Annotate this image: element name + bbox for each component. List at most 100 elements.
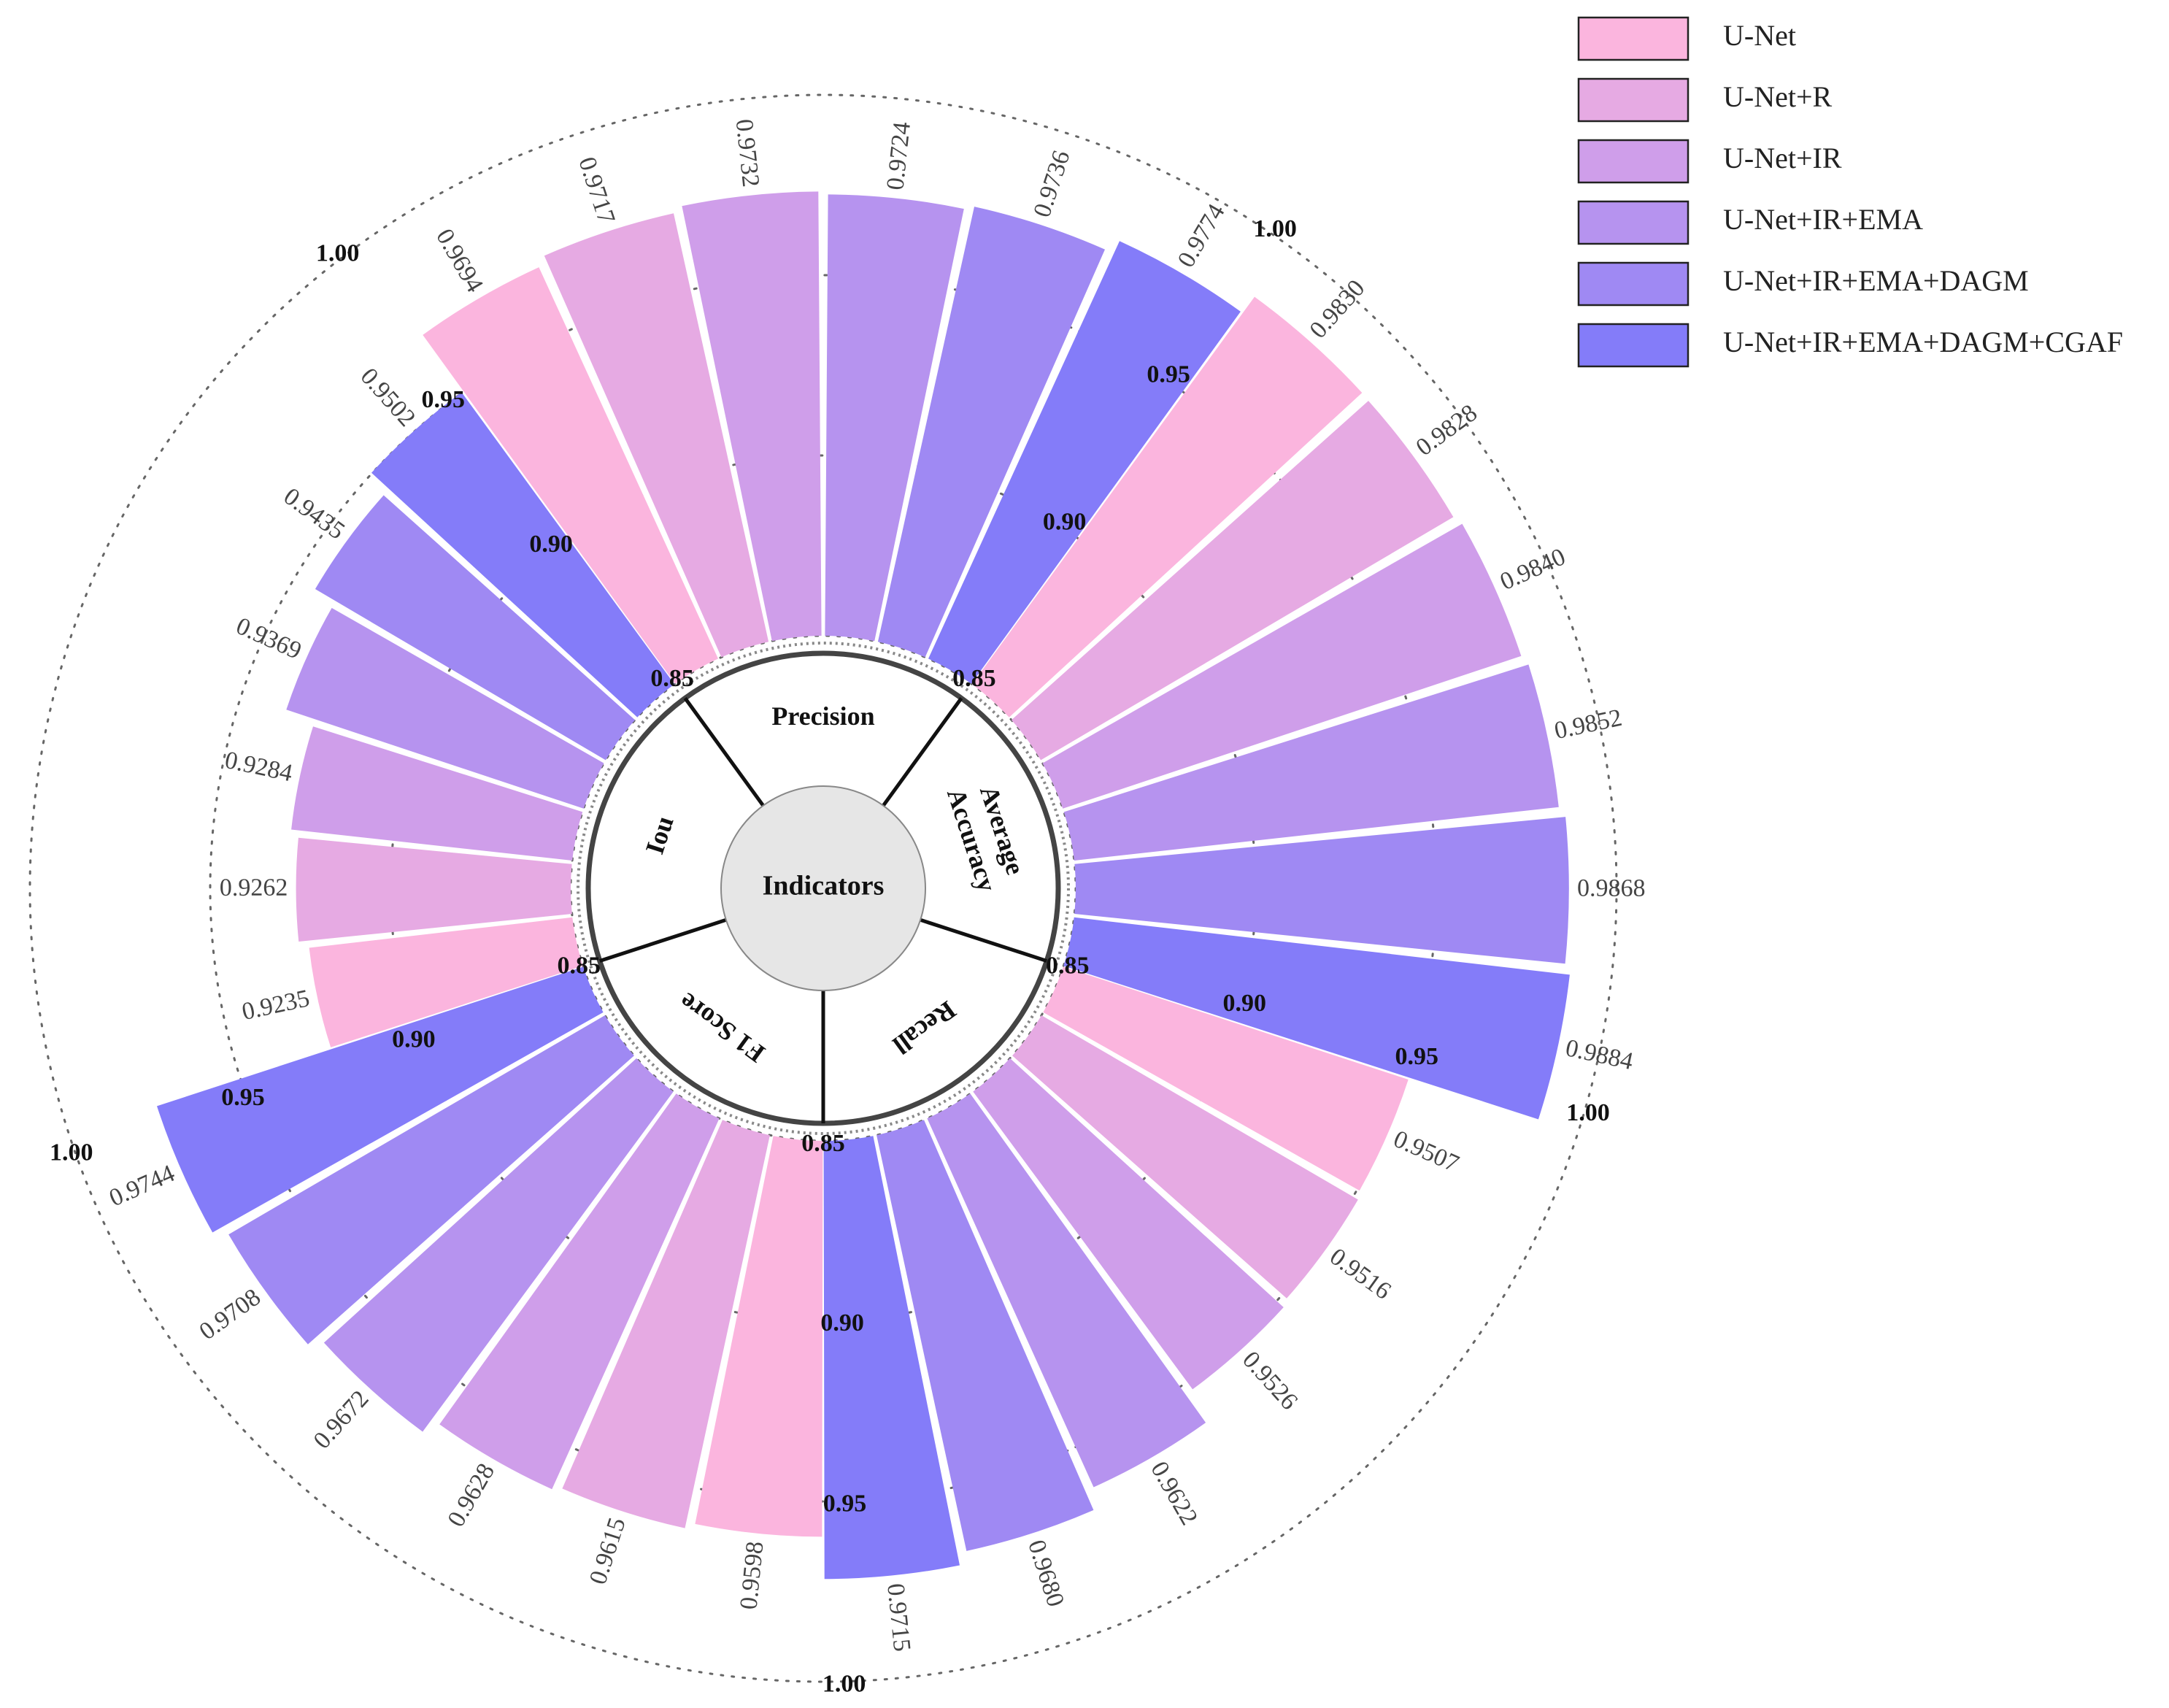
legend-swatch: [1577, 16, 1690, 61]
value-label: 0.9262: [220, 874, 288, 901]
value-label: 0.9744: [105, 1160, 178, 1212]
value-label: 0.9507: [1390, 1126, 1463, 1178]
bar-recall-5: [823, 1136, 960, 1580]
value-label: 0.9235: [239, 985, 312, 1026]
tick-label: 1.00: [50, 1139, 93, 1166]
legend-swatch: [1577, 139, 1690, 184]
tick-label: 0.85: [1046, 953, 1090, 980]
bar-precision-5: [928, 241, 1241, 684]
value-label: 0.9830: [1305, 274, 1371, 343]
value-label: 0.9694: [431, 224, 488, 296]
bar-recall-0: [1043, 966, 1409, 1191]
value-label: 0.9526: [1237, 1346, 1303, 1415]
tick-label: 1.00: [1566, 1099, 1610, 1126]
value-label: 0.9672: [309, 1385, 374, 1454]
value-label: 0.9615: [585, 1515, 631, 1588]
grid-circle-3: [28, 93, 1618, 1683]
tick-label: 0.90: [529, 531, 573, 558]
value-label: 0.9724: [882, 120, 916, 191]
bar-iou-3: [286, 607, 604, 809]
bar-f1-score-2: [439, 1093, 720, 1490]
tick-label: 0.95: [421, 386, 465, 413]
bar-precision-4: [877, 207, 1105, 658]
value-label: 0.9435: [279, 483, 350, 545]
bar-recall-4: [877, 1120, 1094, 1551]
sector-divider: [920, 918, 1047, 963]
value-label: 0.9736: [1028, 147, 1075, 220]
value-label: 0.9852: [1552, 704, 1625, 745]
legend-swatch: [1577, 77, 1690, 123]
bar-average-accuracy-5: [1063, 917, 1570, 1120]
tick-label: 0.85: [952, 665, 996, 692]
legend-label: U-Net+R: [1723, 80, 1833, 113]
tick-label: 0.95: [1147, 361, 1190, 388]
value-label: 0.9622: [1145, 1457, 1203, 1529]
legend: U-Net U-Net+R U-Net+IR U-Net+IR+EMA U-Net+IR…: [1577, 16, 2123, 368]
tick-label: 1.00: [1253, 215, 1297, 242]
bar-f1-score-5: [157, 966, 604, 1233]
tick-label: 0.85: [801, 1130, 845, 1157]
bar-average-accuracy-3: [1063, 664, 1559, 861]
legend-swatch: [1577, 261, 1690, 307]
bar-f1-score-1: [562, 1120, 770, 1528]
legend-label: U-Net: [1723, 19, 1796, 52]
tick-label: 1.00: [316, 240, 360, 267]
bar-average-accuracy-0: [971, 296, 1363, 718]
bar-average-accuracy-1: [1011, 401, 1454, 761]
tick-label: 0.95: [823, 1490, 867, 1517]
legend-label: U-Net+IR+EMA+DAGM+CGAF: [1723, 326, 2123, 358]
bar-average-accuracy-4: [1074, 817, 1569, 964]
center-circle: [720, 785, 926, 991]
tick-label: 0.95: [1395, 1043, 1438, 1070]
group-label-precision: Precision: [771, 701, 874, 731]
bar-iou-2: [291, 726, 583, 861]
bar-precision-2: [682, 191, 822, 642]
tick-label: 1.00: [822, 1670, 866, 1697]
bar-recall-3: [927, 1093, 1206, 1488]
value-label: 0.9628: [442, 1459, 500, 1531]
value-label: 0.9774: [1173, 199, 1230, 272]
bar-precision-3: [825, 194, 964, 642]
legend-swatch: [1577, 200, 1690, 245]
value-label: 0.9884: [1563, 1034, 1636, 1075]
bar-recall-2: [973, 1058, 1284, 1390]
value-label: 0.9828: [1411, 399, 1482, 461]
value-label: 0.9516: [1325, 1243, 1395, 1305]
bar-precision-0: [423, 267, 718, 684]
bar-iou-1: [296, 837, 572, 942]
value-label: 0.9708: [194, 1284, 265, 1346]
inner-ring-ticks: [577, 642, 1070, 1135]
bar-f1-score-4: [228, 1015, 634, 1345]
bar-precision-1: [544, 213, 769, 658]
bar-iou-5: [371, 392, 675, 718]
bar-f1-score-0: [695, 1136, 823, 1537]
legend-label: U-Net+IR+EMA: [1723, 203, 1923, 236]
legend-label: U-Net+IR+EMA+DAGM: [1723, 264, 2029, 297]
tick-label: 0.90: [1043, 508, 1087, 535]
bars-layer: [157, 191, 1570, 1580]
value-label: 0.9868: [1577, 874, 1646, 901]
bar-iou-4: [315, 495, 636, 761]
value-label: 0.9284: [223, 747, 295, 788]
tick-label: 0.85: [650, 665, 694, 692]
value-label: 0.9715: [882, 1582, 915, 1653]
value-label: 0.9732: [731, 118, 765, 188]
value-label: 0.9369: [232, 612, 305, 665]
tick-label: 0.90: [392, 1026, 436, 1053]
bar-iou-0: [309, 917, 583, 1047]
center-label: Indicators: [763, 871, 885, 901]
tick-label: 0.90: [820, 1309, 864, 1336]
inner-ring: IndicatorsPrecisionAverageAccuracyRecall…: [577, 642, 1070, 1135]
sector-divider: [882, 697, 963, 807]
bar-average-accuracy-2: [1042, 523, 1522, 809]
sector-divider: [683, 697, 765, 807]
tick-label: 0.85: [557, 953, 601, 980]
legend-label: U-Net+IR: [1723, 142, 1842, 174]
value-label: 0.9680: [1022, 1536, 1069, 1609]
legend-swatch: [1577, 323, 1690, 368]
tick-label: 0.95: [221, 1084, 265, 1111]
tick-label: 0.90: [1222, 990, 1266, 1017]
value-label: 0.9598: [735, 1540, 768, 1611]
